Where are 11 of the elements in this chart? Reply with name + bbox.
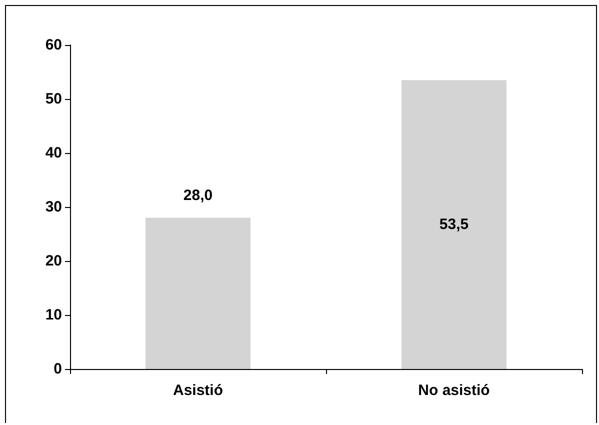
x-tick-label: Asistió — [172, 382, 224, 399]
y-tick-label: 30 — [45, 198, 62, 216]
y-tick-label: 40 — [45, 144, 62, 162]
y-tick-label: 10 — [45, 306, 62, 324]
data-label: 53,5 — [439, 216, 469, 234]
y-tick-label: 0 — [54, 360, 62, 378]
x-tick-label: No asistió — [418, 382, 490, 399]
y-tick-label: 60 — [45, 36, 62, 54]
y-tick-label: 50 — [45, 90, 62, 108]
y-tick-label: 20 — [45, 252, 62, 270]
data-label: 28,0 — [183, 186, 213, 204]
